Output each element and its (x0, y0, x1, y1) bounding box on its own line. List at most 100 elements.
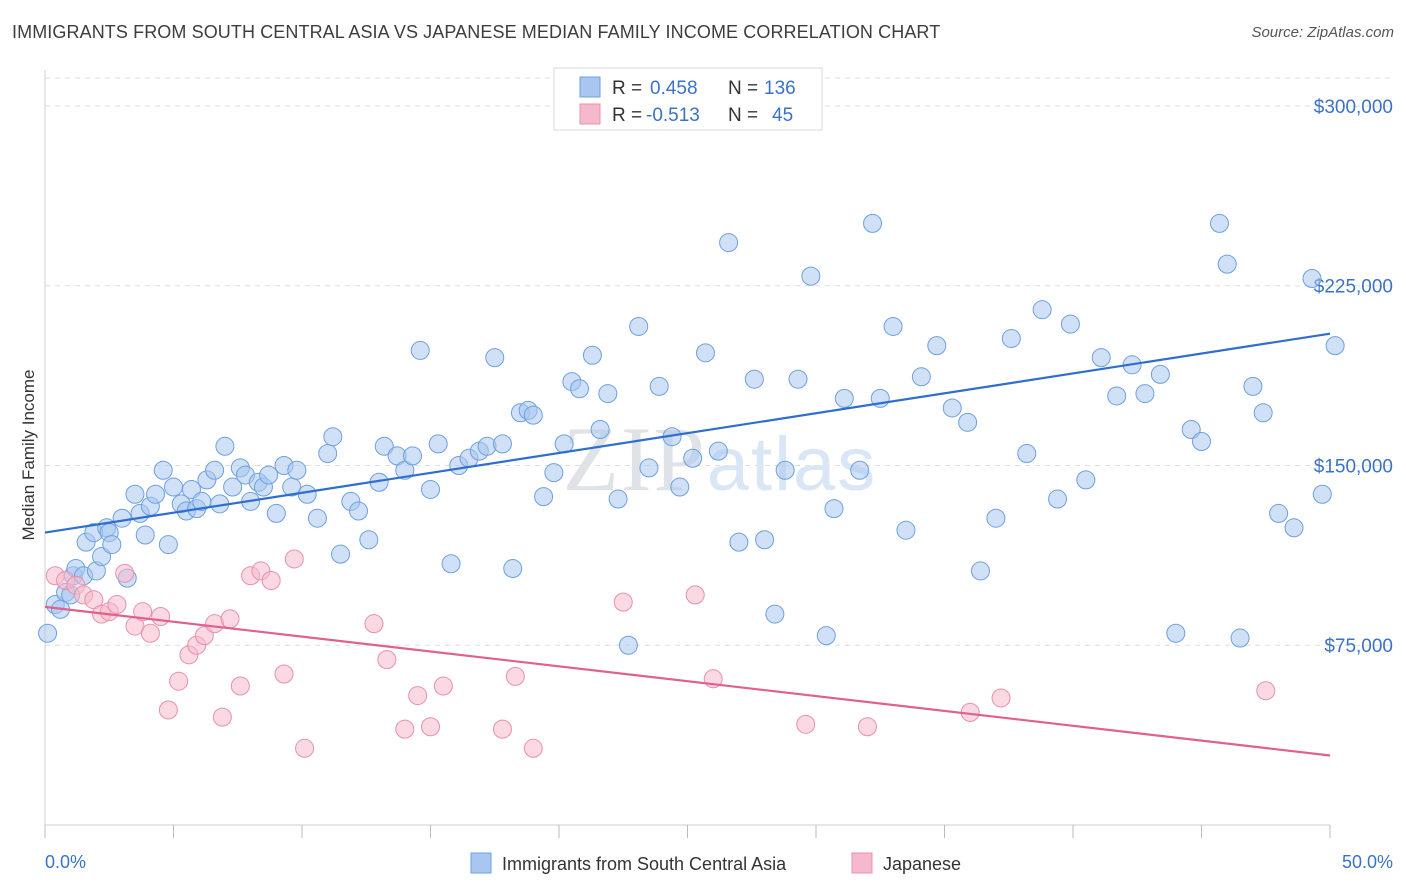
point-immigrants (403, 446, 423, 466)
stats-r-value-1: 0.458 (650, 78, 698, 99)
point-immigrants (441, 554, 461, 574)
point-japanese (169, 671, 189, 691)
point-japanese (492, 719, 512, 739)
point-immigrants (112, 508, 132, 528)
point-immigrants (38, 623, 58, 643)
point-immigrants (146, 484, 166, 504)
point-immigrants (775, 460, 795, 480)
point-immigrants (927, 336, 947, 356)
point-immigrants (1060, 314, 1080, 334)
point-immigrants (1302, 269, 1322, 289)
point-japanese (991, 688, 1011, 708)
point-immigrants (1269, 503, 1289, 523)
stats-r-label-1: R = (612, 78, 642, 99)
source-label: Source: ZipAtlas.com (1251, 24, 1394, 41)
point-immigrants (788, 369, 808, 389)
point-immigrants (695, 343, 715, 363)
point-immigrants (590, 420, 610, 440)
point-immigrants (1284, 518, 1304, 538)
trend-line-japanese (44, 605, 1331, 757)
point-japanese (364, 614, 384, 634)
point-immigrants (670, 477, 690, 497)
point-immigrants (824, 499, 844, 519)
point-immigrants (1312, 484, 1332, 504)
point-immigrants (297, 484, 317, 504)
y-tick-label: $75,000 (1324, 636, 1393, 657)
point-immigrants (834, 388, 854, 408)
point-immigrants (649, 376, 669, 396)
point-immigrants (1048, 489, 1068, 509)
trend-lines (44, 332, 1331, 757)
point-japanese (421, 717, 440, 737)
point-immigrants (331, 544, 351, 564)
point-immigrants (135, 525, 155, 545)
legend-swatch-immigrants (470, 852, 492, 874)
point-immigrants (503, 559, 523, 579)
point-japanese (115, 563, 135, 583)
point-immigrants (629, 316, 649, 336)
point-immigrants (307, 508, 327, 528)
point-japanese (377, 650, 397, 670)
point-immigrants (639, 458, 659, 478)
point-immigrants (544, 463, 564, 483)
point-japanese (505, 666, 525, 686)
point-japanese (274, 664, 294, 684)
point-japanese (613, 592, 633, 612)
point-immigrants (896, 520, 916, 540)
legend-swatch-japanese (851, 852, 873, 874)
point-immigrants (485, 348, 505, 368)
point-immigrants (986, 508, 1006, 528)
y-tick-label: $150,000 (1314, 456, 1393, 477)
point-immigrants (942, 398, 962, 418)
stats-n-label-1: N = (728, 78, 758, 99)
chart-title: IMMIGRANTS FROM SOUTH CENTRAL ASIA VS JA… (12, 22, 941, 42)
point-japanese (857, 717, 877, 737)
point-immigrants (719, 233, 739, 253)
point-japanese (133, 602, 153, 622)
point-japanese (408, 686, 428, 706)
point-immigrants (323, 427, 343, 447)
point-immigrants (608, 489, 628, 509)
point-immigrants (755, 530, 775, 550)
point-immigrants (958, 412, 978, 432)
stats-swatch-blue (579, 76, 601, 98)
point-immigrants (1325, 336, 1345, 356)
y-tick-labels: $75,000 $150,000 $225,000 $300,000 (1314, 97, 1393, 657)
point-immigrants (1001, 328, 1021, 348)
point-immigrants (1032, 300, 1052, 320)
point-immigrants (428, 434, 448, 454)
stats-r-value-2: -0.513 (646, 105, 700, 126)
point-japanese (523, 738, 543, 758)
point-immigrants (863, 213, 883, 233)
point-immigrants (259, 465, 279, 485)
point-immigrants (1243, 376, 1263, 396)
point-immigrants (287, 460, 307, 480)
x-tick-label-left: 0.0% (45, 852, 86, 872)
point-immigrants (102, 535, 122, 555)
point-immigrants (708, 441, 728, 461)
y-tick-label: $225,000 (1314, 277, 1393, 298)
point-immigrants (911, 367, 931, 387)
point-immigrants (801, 266, 821, 286)
point-immigrants (266, 503, 286, 523)
x-tick-label-right: 50.0% (1342, 852, 1393, 872)
point-immigrants (374, 436, 394, 456)
series-japanese-points (45, 549, 1276, 758)
point-immigrants (1209, 213, 1229, 233)
point-japanese (685, 585, 705, 605)
point-immigrants (729, 532, 749, 552)
point-immigrants (1150, 364, 1170, 384)
point-japanese (140, 623, 160, 643)
point-japanese (151, 606, 171, 626)
point-japanese (261, 571, 281, 591)
point-immigrants (598, 384, 618, 404)
trend-line-immigrants (44, 332, 1331, 534)
point-immigrants (223, 477, 243, 497)
stats-r-label-2: R = (612, 105, 642, 126)
point-immigrants (523, 405, 543, 425)
point-immigrants (1135, 384, 1155, 404)
point-immigrants (1076, 470, 1096, 490)
stats-legend: R = 0.458 N = 136 R = -0.513 N = 45 (553, 67, 823, 131)
point-japanese (433, 676, 453, 696)
